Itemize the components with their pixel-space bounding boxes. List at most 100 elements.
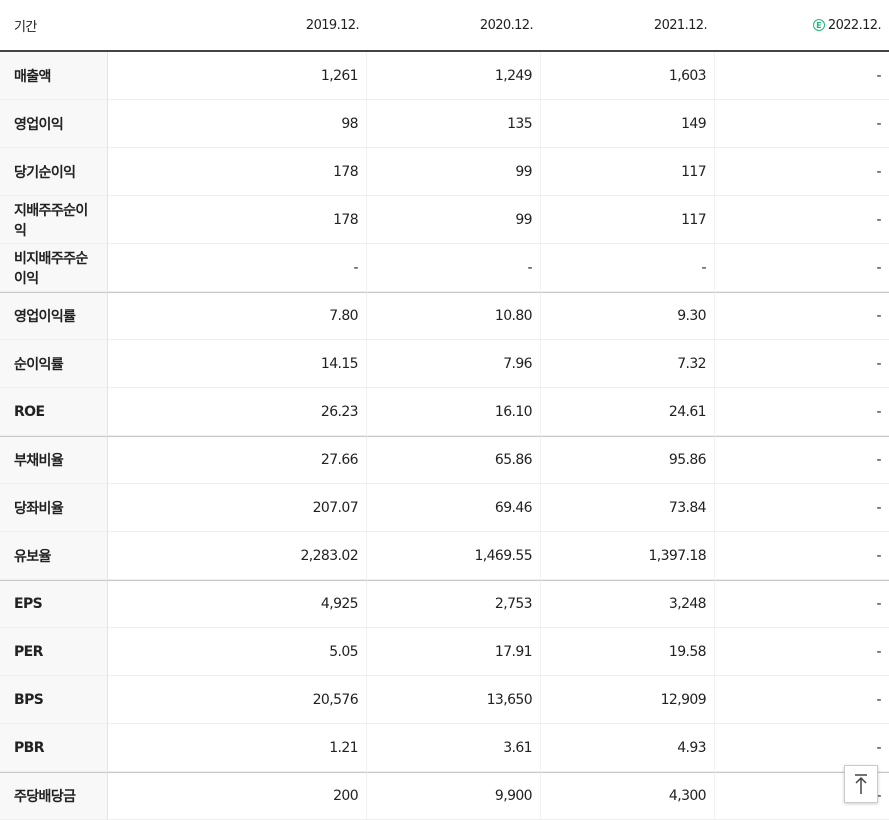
value-cell: - xyxy=(715,436,889,484)
value-cell: - xyxy=(715,244,889,292)
value-cell: - xyxy=(715,676,889,724)
value-cell: - xyxy=(108,244,367,292)
value-cell: - xyxy=(715,724,889,772)
row-label: PBR xyxy=(0,724,108,772)
row-label: 순이익률 xyxy=(0,340,108,388)
value-cell: 20,576 xyxy=(108,676,367,724)
value-cell: 1,603 xyxy=(541,52,715,100)
header-row: 기간 2019.12. 2020.12. 2021.12. E 2022.12. xyxy=(0,0,889,52)
value-cell: 24.61 xyxy=(541,388,715,436)
estimate-badge: E xyxy=(812,19,825,31)
value-cell: - xyxy=(367,244,541,292)
table-row: 비지배주주순이익 - - - - xyxy=(0,244,889,292)
value-cell: 3.61 xyxy=(367,724,541,772)
row-label: EPS xyxy=(0,580,108,628)
value-cell: 5.05 xyxy=(108,628,367,676)
value-cell: 1,249 xyxy=(367,52,541,100)
value-cell: 135 xyxy=(367,100,541,148)
value-cell: 27.66 xyxy=(108,436,367,484)
value-cell: 117 xyxy=(541,148,715,196)
row-label: 당기순이익 xyxy=(0,148,108,196)
table-row: 매출액 1,261 1,249 1,603- xyxy=(0,52,889,100)
table-row: PBR 1.21 3.61 4.93- xyxy=(0,724,889,772)
row-label: ROE xyxy=(0,388,108,436)
value-cell: - xyxy=(715,580,889,628)
table-row: 순이익률 14.15 7.96 7.32- xyxy=(0,340,889,388)
value-cell: 65.86 xyxy=(367,436,541,484)
header-cell: 2021.12. xyxy=(541,0,715,52)
value-cell: - xyxy=(715,388,889,436)
value-cell: - xyxy=(715,532,889,580)
value-cell: - xyxy=(715,52,889,100)
value-cell: - xyxy=(715,340,889,388)
value-cell: - xyxy=(715,196,889,244)
row-label: BPS xyxy=(0,676,108,724)
row-label: 영업이익 xyxy=(0,100,108,148)
value-cell: - xyxy=(715,100,889,148)
table-row: EPS 4,925 2,753 3,248- xyxy=(0,580,889,628)
table-row: 부채비율 27.66 65.86 95.86- xyxy=(0,436,889,484)
value-cell: 9.30 xyxy=(541,292,715,340)
row-label: 매출액 xyxy=(0,52,108,100)
table-row: 주당배당금 200 9,900 4,300- xyxy=(0,772,889,820)
value-cell: 99 xyxy=(367,196,541,244)
value-cell: 12,909 xyxy=(541,676,715,724)
value-cell: 178 xyxy=(108,148,367,196)
header-cell: 2020.12. xyxy=(367,0,541,52)
value-cell: 16.10 xyxy=(367,388,541,436)
table-row: 지배주주순이익 178 99 117- xyxy=(0,196,889,244)
value-cell: 4.93 xyxy=(541,724,715,772)
scroll-top-button[interactable] xyxy=(844,765,878,803)
value-cell: 14.15 xyxy=(108,340,367,388)
header-cell: 기간 xyxy=(0,0,108,52)
row-label: 부채비율 xyxy=(0,436,108,484)
value-cell: 13,650 xyxy=(367,676,541,724)
table-row: 유보율 2,283.02 1,469.55 1,397.18- xyxy=(0,532,889,580)
value-cell: 1.21 xyxy=(108,724,367,772)
value-cell: 178 xyxy=(108,196,367,244)
value-cell: 4,925 xyxy=(108,580,367,628)
value-cell: 69.46 xyxy=(367,484,541,532)
value-cell: - xyxy=(715,292,889,340)
value-cell: 200 xyxy=(108,772,367,820)
value-cell: - xyxy=(715,484,889,532)
row-label: 주당배당금 xyxy=(0,772,108,820)
value-cell: 4,300 xyxy=(541,772,715,820)
value-cell: - xyxy=(715,628,889,676)
table-row: 영업이익률 7.80 10.80 9.30- xyxy=(0,292,889,340)
value-cell: 1,397.18 xyxy=(541,532,715,580)
value-cell: 19.58 xyxy=(541,628,715,676)
value-cell: 73.84 xyxy=(541,484,715,532)
table-row: 당좌비율 207.07 69.46 73.84- xyxy=(0,484,889,532)
value-cell: 95.86 xyxy=(541,436,715,484)
arrow-up-icon xyxy=(855,774,867,794)
value-cell: 2,283.02 xyxy=(108,532,367,580)
table-row: PER 5.05 17.91 19.58- xyxy=(0,628,889,676)
value-cell: 117 xyxy=(541,196,715,244)
value-cell: 149 xyxy=(541,100,715,148)
value-cell: 1,261 xyxy=(108,52,367,100)
header-cell: E 2022.12. xyxy=(715,0,889,52)
value-cell: 3,248 xyxy=(541,580,715,628)
value-cell: 2,753 xyxy=(367,580,541,628)
value-cell: 17.91 xyxy=(367,628,541,676)
table-row: 당기순이익 178 99 117- xyxy=(0,148,889,196)
value-cell: 7.96 xyxy=(367,340,541,388)
row-label: 당좌비율 xyxy=(0,484,108,532)
header-label: 2022.12. xyxy=(827,17,882,33)
value-cell: 10.80 xyxy=(367,292,541,340)
value-cell: 7.80 xyxy=(108,292,367,340)
value-cell: 7.32 xyxy=(541,340,715,388)
value-cell: - xyxy=(715,148,889,196)
value-cell: 207.07 xyxy=(108,484,367,532)
row-label: 유보율 xyxy=(0,532,108,580)
value-cell: 99 xyxy=(367,148,541,196)
row-label: 비지배주주순이익 xyxy=(0,244,108,292)
table-row: BPS 20,576 13,650 12,909- xyxy=(0,676,889,724)
row-label: PER xyxy=(0,628,108,676)
header-cell: 2019.12. xyxy=(108,0,367,52)
table-row: 영업이익 98 135 149- xyxy=(0,100,889,148)
value-cell: 26.23 xyxy=(108,388,367,436)
table-row: ROE 26.23 16.10 24.61- xyxy=(0,388,889,436)
